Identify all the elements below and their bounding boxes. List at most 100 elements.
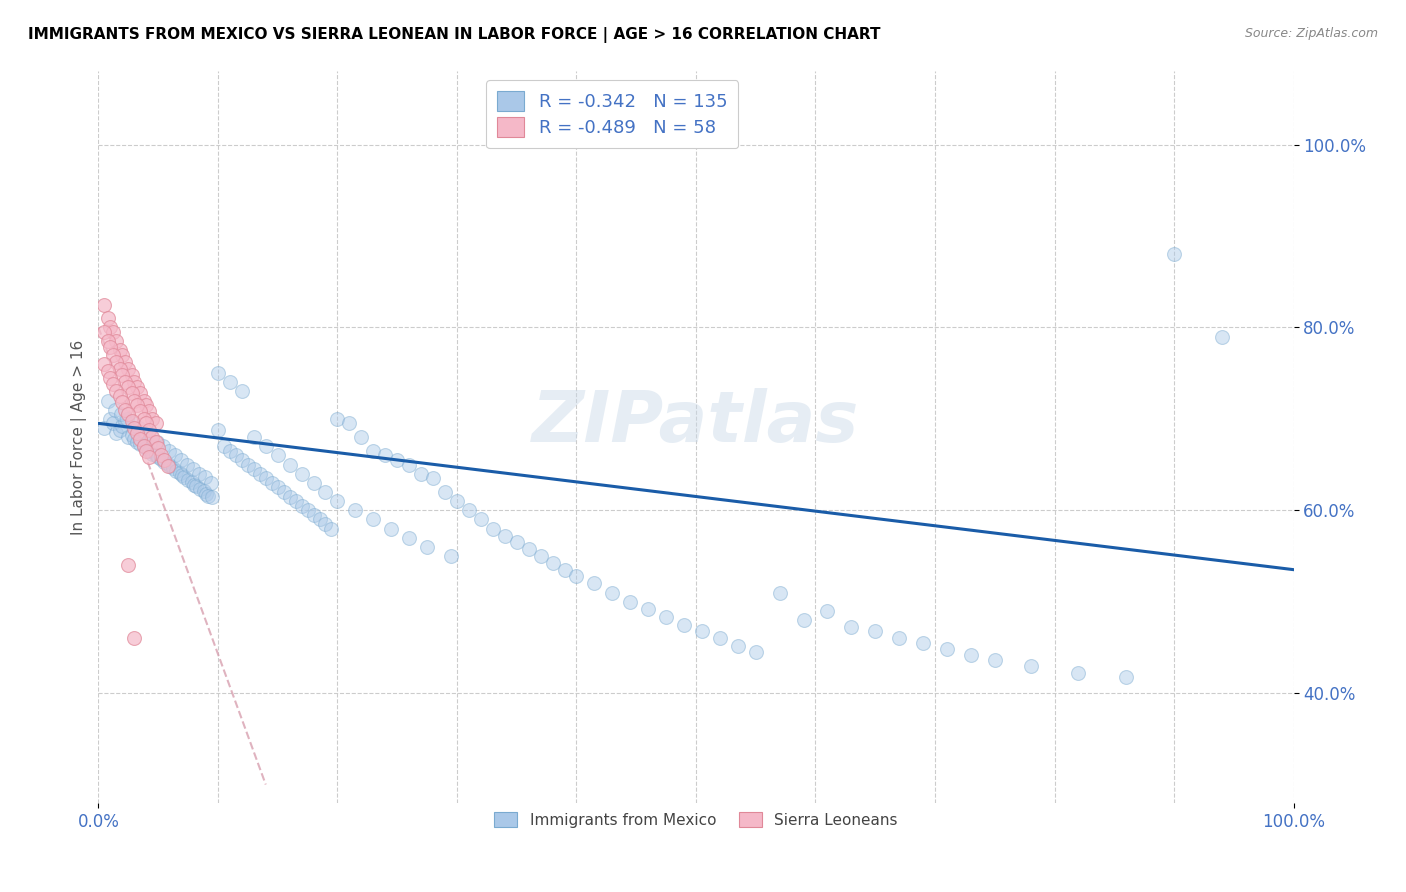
Point — [273, 485, 295, 500]
Point — [200, 475, 222, 490]
Point — [363, 512, 385, 526]
Point — [339, 417, 361, 431]
Point — [186, 479, 208, 493]
Point — [344, 503, 367, 517]
Point — [236, 458, 259, 472]
Point — [219, 443, 242, 458]
Point — [385, 453, 409, 467]
Point — [148, 450, 170, 465]
Point — [101, 325, 124, 339]
Point — [121, 386, 143, 401]
Point — [117, 407, 139, 421]
Point — [132, 393, 155, 408]
Point — [124, 632, 146, 646]
Point — [129, 386, 152, 401]
Point — [297, 503, 319, 517]
Point — [440, 549, 463, 563]
Point — [326, 412, 349, 426]
Point — [163, 448, 186, 462]
Point — [889, 632, 911, 646]
Point — [768, 585, 790, 599]
Point — [93, 297, 115, 311]
Point — [156, 457, 179, 471]
Point — [110, 407, 132, 421]
Point — [139, 430, 162, 444]
Point — [125, 434, 148, 449]
Point — [111, 395, 134, 409]
Point — [602, 585, 624, 599]
Point — [517, 541, 540, 556]
Point — [398, 531, 420, 545]
Point — [108, 361, 131, 376]
Point — [249, 467, 271, 481]
Point — [97, 334, 120, 348]
Point — [149, 452, 172, 467]
Point — [260, 475, 283, 490]
Point — [176, 458, 198, 472]
Point — [105, 334, 128, 348]
Point — [183, 477, 205, 491]
Point — [111, 348, 134, 362]
Point — [104, 402, 127, 417]
Point — [1019, 658, 1042, 673]
Point — [98, 370, 122, 384]
Point — [129, 404, 152, 418]
Point — [326, 494, 349, 508]
Point — [1211, 329, 1233, 343]
Point — [470, 512, 492, 526]
Point — [841, 620, 863, 634]
Point — [416, 540, 439, 554]
Point — [172, 468, 194, 483]
Point — [1115, 670, 1137, 684]
Point — [117, 361, 139, 376]
Point — [146, 434, 169, 449]
Point — [673, 617, 696, 632]
Point — [619, 594, 641, 608]
Point — [153, 455, 176, 469]
Point — [124, 432, 146, 446]
Point — [129, 432, 152, 446]
Point — [173, 470, 195, 484]
Point — [115, 412, 138, 426]
Point — [727, 639, 749, 653]
Point — [129, 437, 152, 451]
Point — [121, 414, 143, 428]
Point — [157, 443, 180, 458]
Point — [187, 467, 209, 481]
Point — [156, 459, 179, 474]
Point — [101, 348, 124, 362]
Point — [97, 393, 120, 408]
Point — [188, 482, 211, 496]
Text: Source: ZipAtlas.com: Source: ZipAtlas.com — [1244, 27, 1378, 40]
Point — [745, 645, 768, 659]
Point — [138, 450, 160, 465]
Point — [231, 453, 253, 467]
Point — [105, 425, 128, 440]
Point — [145, 417, 167, 431]
Point — [243, 430, 266, 444]
Point — [180, 475, 202, 489]
Legend: R = -0.342   N = 135, R = -0.489   N = 58: R = -0.342 N = 135, R = -0.489 N = 58 — [486, 80, 738, 148]
Point — [434, 485, 457, 500]
Point — [159, 459, 181, 474]
Point — [374, 448, 396, 462]
Point — [363, 443, 385, 458]
Point — [105, 355, 128, 369]
Point — [98, 341, 122, 355]
Point — [125, 425, 148, 440]
Point — [195, 487, 218, 501]
Point — [134, 425, 156, 440]
Point — [541, 556, 564, 570]
Point — [135, 443, 157, 458]
Point — [93, 421, 115, 435]
Point — [108, 389, 131, 403]
Point — [141, 446, 163, 460]
Point — [97, 311, 120, 326]
Point — [117, 558, 139, 573]
Point — [494, 529, 516, 543]
Point — [111, 419, 134, 434]
Point — [291, 467, 314, 481]
Point — [132, 439, 155, 453]
Point — [170, 453, 193, 467]
Point — [201, 491, 224, 505]
